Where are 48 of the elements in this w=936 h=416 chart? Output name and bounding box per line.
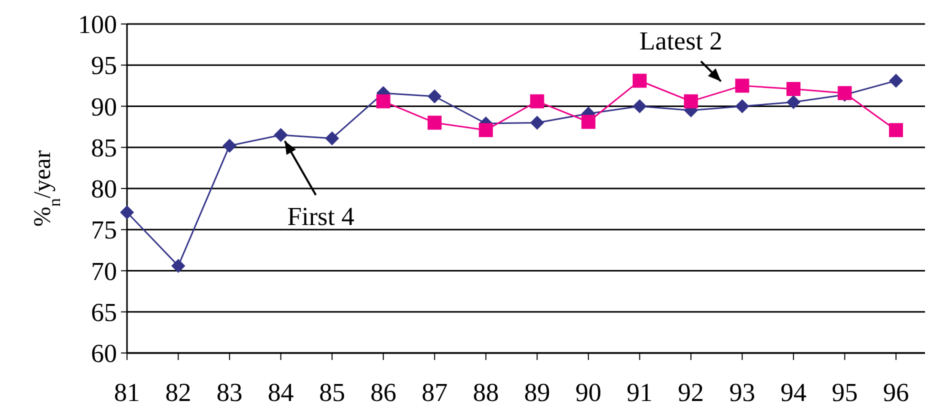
point <box>222 138 237 153</box>
x-tick-label: 90 <box>575 378 602 407</box>
y-tick-label: 90 <box>91 92 117 122</box>
point <box>889 74 903 88</box>
x-tick-label: 92 <box>678 378 704 407</box>
point <box>428 89 442 104</box>
point <box>274 128 288 142</box>
x-tick-label: 96 <box>883 378 909 407</box>
series-label: Latest 2 <box>639 26 722 56</box>
point <box>376 94 390 108</box>
x-tick-label: 82 <box>165 378 192 407</box>
y-tick-label: 75 <box>91 216 117 245</box>
x-tick-label: 89 <box>524 378 550 407</box>
point <box>786 82 800 96</box>
y-tick-label: 65 <box>91 298 117 327</box>
point <box>530 94 544 108</box>
x-tick-label: 85 <box>319 378 346 407</box>
y-tick-label: 70 <box>91 256 117 286</box>
text: First 4 <box>287 202 354 232</box>
y-tick-label: 60 <box>91 339 117 368</box>
x-tick-label: 94 <box>780 378 806 407</box>
y-tick-label: 100 <box>78 10 117 40</box>
x-tick-label: 95 <box>832 378 858 407</box>
x-tick-label: 88 <box>472 378 499 407</box>
point <box>632 99 647 114</box>
x-tick-label: 84 <box>268 378 294 407</box>
y-tick-label: 95 <box>91 51 117 80</box>
point <box>325 131 340 146</box>
point <box>530 116 544 130</box>
x-tick-label: 86 <box>370 378 396 407</box>
point <box>428 116 442 130</box>
point <box>632 74 647 88</box>
x-tick-label: 93 <box>729 378 756 407</box>
point <box>581 114 596 129</box>
y-tick-label: 80 <box>91 174 117 204</box>
point <box>889 123 903 138</box>
point <box>786 95 800 110</box>
y-tick-label: 85 <box>91 133 117 162</box>
point <box>120 205 134 220</box>
x-tick-label: 87 <box>422 378 448 407</box>
point <box>735 78 750 93</box>
point <box>171 258 186 273</box>
point <box>684 94 698 108</box>
x-tick-label: 83 <box>216 378 243 407</box>
x-tick-label: 81 <box>114 378 140 407</box>
point <box>478 123 493 138</box>
point <box>735 99 750 114</box>
x-tick-label: 91 <box>626 378 653 407</box>
